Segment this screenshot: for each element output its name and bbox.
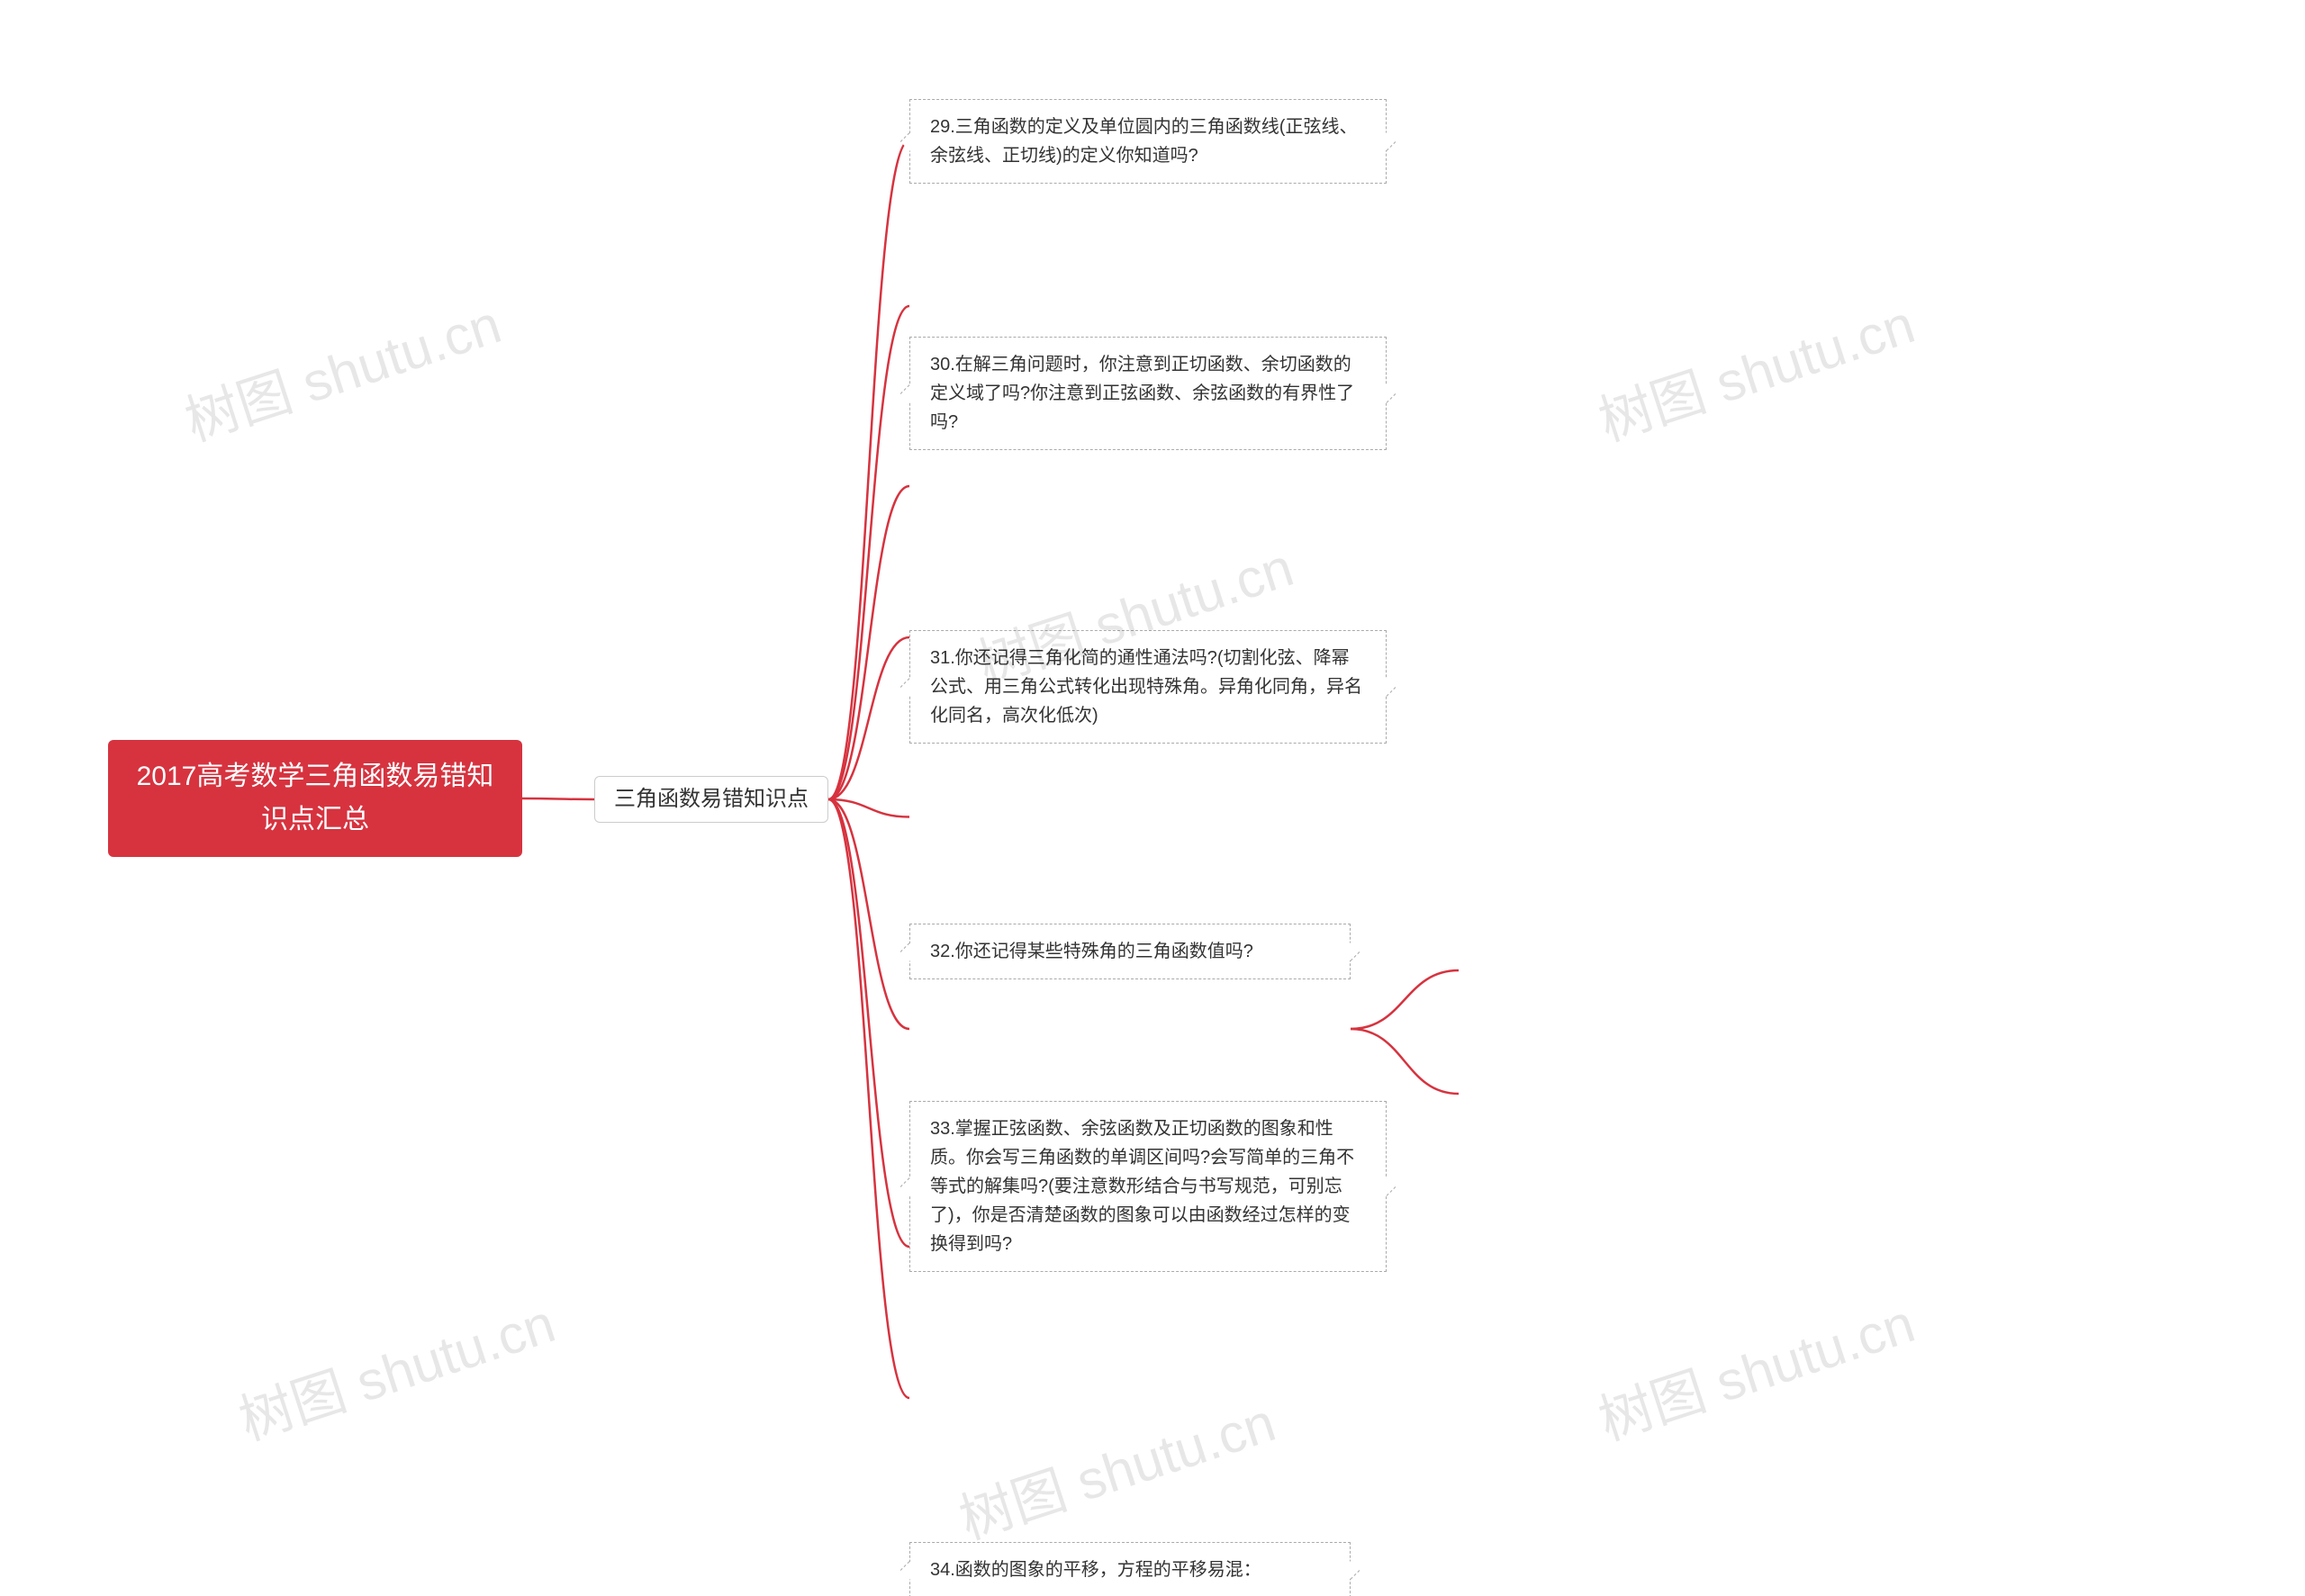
leaf-label: 34.函数的图象的平移，方程的平移易混： — [930, 1555, 1261, 1584]
level2-node[interactable]: 三角函数易错知识点 — [594, 776, 828, 823]
leaf-31[interactable]: 31.你还记得三角化简的通性通法吗?(切割化弦、降幂公式、用三角公式转化出现特殊… — [909, 630, 1387, 744]
leaf-32[interactable]: 32.你还记得某些特殊角的三角函数值吗? — [909, 924, 1351, 979]
watermark: 树图 shutu.cn — [948, 1379, 1284, 1555]
root-node[interactable]: 2017高考数学三角函数易错知识点汇总 — [108, 740, 522, 857]
leaf-label: 32.你还记得某些特殊角的三角函数值吗? — [930, 937, 1253, 966]
leaf-label: 31.你还记得三角化简的通性通法吗?(切割化弦、降幂公式、用三角公式转化出现特殊… — [930, 644, 1366, 730]
watermark: 树图 shutu.cn — [1587, 281, 1923, 456]
leaf-33[interactable]: 33.掌握正弦函数、余弦函数及正切函数的图象和性质。你会写三角函数的单调区间吗?… — [909, 1101, 1387, 1272]
root-label: 2017高考数学三角函数易错知识点汇总 — [126, 755, 504, 842]
leaf-label: 29.三角函数的定义及单位圆内的三角函数线(正弦线、余弦线、正切线)的定义你知道… — [930, 113, 1366, 170]
level2-label: 三角函数易错知识点 — [614, 782, 809, 816]
watermark: 树图 shutu.cn — [228, 1280, 564, 1456]
leaf-30[interactable]: 30.在解三角问题时，你注意到正切函数、余切函数的定义域了吗?你注意到正弦函数、… — [909, 337, 1387, 450]
leaf-29[interactable]: 29.三角函数的定义及单位圆内的三角函数线(正弦线、余弦线、正切线)的定义你知道… — [909, 99, 1387, 184]
watermark: 树图 shutu.cn — [174, 281, 510, 456]
leaf-34[interactable]: 34.函数的图象的平移，方程的平移易混： — [909, 1542, 1351, 1596]
leaf-label: 30.在解三角问题时，你注意到正切函数、余切函数的定义域了吗?你注意到正弦函数、… — [930, 350, 1366, 437]
watermark: 树图 shutu.cn — [1587, 1280, 1923, 1456]
leaf-label: 33.掌握正弦函数、余弦函数及正切函数的图象和性质。你会写三角函数的单调区间吗?… — [930, 1114, 1366, 1258]
